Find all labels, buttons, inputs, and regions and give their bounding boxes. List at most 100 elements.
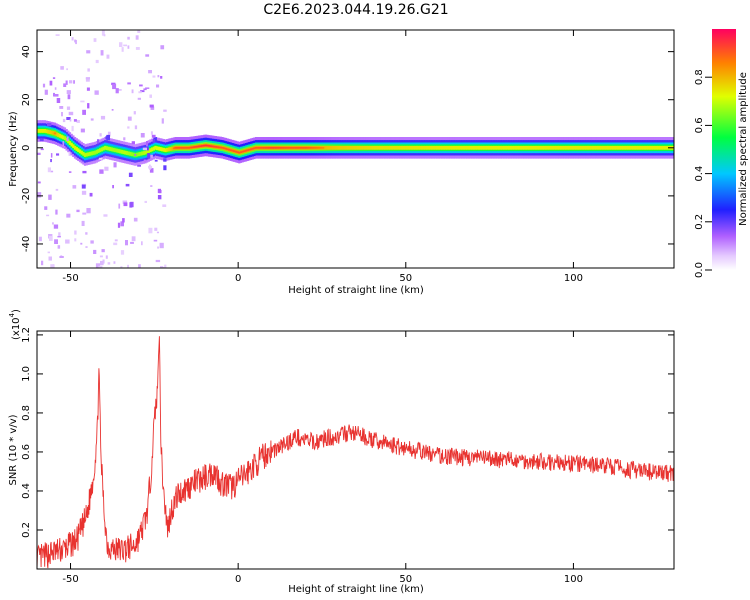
heatmap-cell — [42, 83, 46, 88]
x-tick-label: 0 — [235, 574, 241, 585]
heatmap-cell — [150, 106, 155, 110]
heatmap-cell — [509, 145, 512, 150]
heatmap-cell — [80, 128, 85, 133]
heatmap-cell — [87, 103, 90, 109]
heatmap-cell — [149, 94, 152, 98]
heatmap-cell — [75, 39, 77, 45]
heatmap-cell — [394, 145, 397, 150]
x-tick-label: 0 — [235, 273, 241, 284]
heatmap-cell — [657, 145, 660, 150]
heatmap-cell — [149, 104, 154, 108]
heatmap-cell — [106, 134, 110, 141]
heatmap-cell — [48, 256, 52, 261]
heatmap-cell — [598, 145, 601, 150]
heatmap-cell — [54, 87, 57, 90]
heatmap-cell — [147, 149, 150, 153]
heatmap-cell — [305, 147, 308, 149]
heatmap-cell — [328, 145, 331, 150]
heatmap-cell — [176, 147, 179, 149]
heatmap-cell — [533, 145, 536, 150]
heatmap-cell — [402, 145, 405, 150]
heatmap-cell — [74, 230, 77, 235]
heatmap-cell — [55, 209, 58, 215]
heatmap-cell — [648, 145, 652, 150]
heatmap-cell — [163, 158, 167, 162]
heatmap-cell — [66, 136, 69, 142]
heatmap-cell — [112, 185, 114, 189]
heatmap-cell — [37, 192, 42, 198]
heatmap-cell — [316, 147, 320, 149]
heatmap-cell — [160, 76, 163, 79]
heatmap-cell — [40, 148, 44, 151]
heatmap-cell — [142, 147, 147, 151]
heatmap-cell — [519, 145, 523, 150]
heatmap-cell — [553, 145, 556, 150]
heatmap-cell — [127, 82, 131, 85]
heatmap-cell — [48, 194, 52, 200]
heatmap-cell — [229, 149, 233, 152]
snr-x-ticks: -50 0 50 100 — [62, 331, 583, 585]
heatmap-cell — [568, 145, 571, 150]
heatmap-cell — [303, 147, 306, 149]
heatmap-cell — [157, 75, 160, 78]
heatmap-cell — [363, 145, 367, 150]
heatmap-cell — [78, 149, 82, 154]
heatmap-cell — [127, 264, 129, 268]
heatmap-cell — [400, 145, 404, 150]
heatmap-cell — [151, 147, 154, 152]
heatmap-cell — [265, 147, 268, 149]
heatmap-cell — [259, 147, 263, 149]
heatmap-cell — [189, 146, 192, 149]
heatmap-cell — [86, 50, 91, 54]
heatmap-cell — [565, 145, 568, 150]
heatmap-cell — [420, 145, 424, 150]
heatmap-cell — [348, 145, 352, 150]
heatmap-cell — [285, 147, 288, 149]
heatmap-cell — [65, 239, 70, 244]
y-tick-label: 20 — [21, 93, 32, 106]
y-tick-label: 0.2 — [21, 522, 32, 538]
heatmap-cell — [74, 39, 76, 43]
heatmap-cell — [620, 145, 623, 150]
heatmap-cell — [47, 167, 51, 173]
heatmap-cell — [561, 145, 564, 150]
heatmap-speckle — [37, 30, 167, 268]
heatmap-cell — [405, 145, 409, 150]
heatmap-cell — [37, 129, 40, 133]
heatmap-cell — [399, 145, 402, 150]
y-tick-label: 1.0 — [21, 366, 32, 382]
svg-text:(x104): (x104) — [8, 309, 22, 340]
heatmap-cell — [149, 148, 152, 153]
heatmap-cell — [380, 145, 383, 150]
heatmap-cell — [647, 145, 650, 150]
heatmap-cell — [81, 190, 87, 195]
heatmap-cell — [117, 149, 120, 153]
heatmap-cell — [67, 94, 71, 100]
heatmap-cell — [632, 145, 635, 150]
spectrogram-x-ticks: -50 0 50 100 — [62, 30, 583, 284]
heatmap-cell — [570, 145, 573, 150]
heatmap-cell — [62, 135, 65, 140]
heatmap-cell — [192, 146, 196, 148]
heatmap-cell — [86, 208, 91, 214]
heatmap-cell — [68, 111, 74, 116]
heatmap-cell — [615, 145, 618, 150]
heatmap-cell — [194, 146, 197, 148]
heatmap-cell — [107, 262, 111, 265]
heatmap-cell — [55, 132, 58, 137]
heatmap-cell — [409, 145, 412, 150]
heatmap-cell — [508, 145, 511, 150]
heatmap-cell — [44, 206, 48, 210]
heatmap-cell — [197, 145, 201, 148]
heatmap-cell — [422, 145, 425, 150]
heatmap-cell — [206, 144, 209, 147]
heatmap-cell — [149, 168, 154, 173]
heatmap-cell — [251, 147, 254, 150]
heatmap-cell — [148, 165, 153, 169]
heatmap-cell — [254, 147, 258, 149]
heatmap-cell — [355, 145, 358, 150]
heatmap-cell — [155, 259, 161, 263]
heatmap-cell — [350, 145, 353, 150]
heatmap-cell — [665, 145, 668, 150]
heatmap-cell — [57, 133, 60, 137]
